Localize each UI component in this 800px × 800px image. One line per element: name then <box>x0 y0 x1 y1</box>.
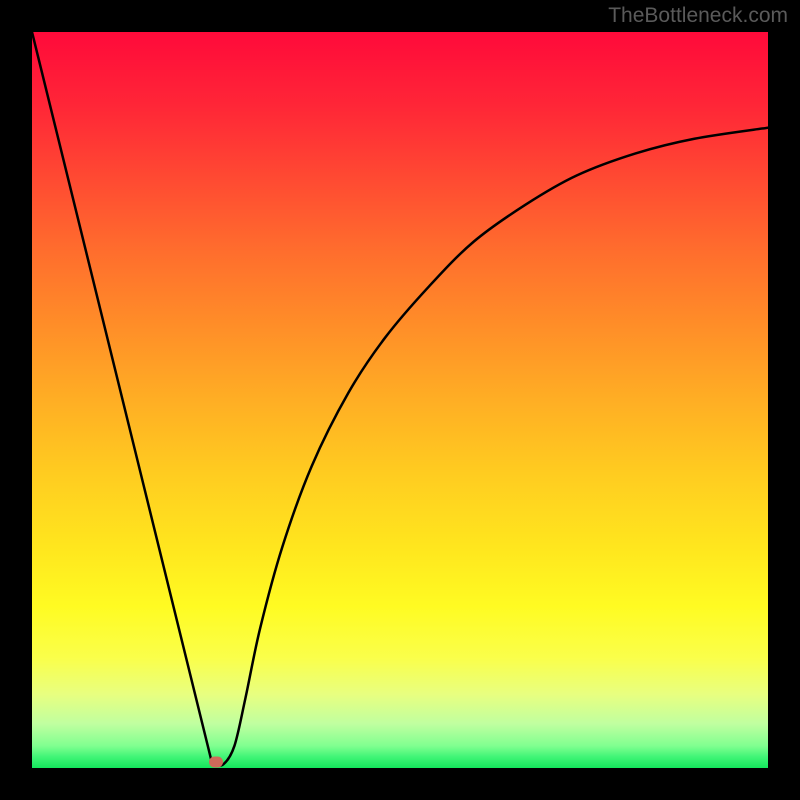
chart-container: TheBottleneck.com <box>0 0 800 800</box>
minimum-marker <box>209 757 223 768</box>
attribution-text: TheBottleneck.com <box>608 4 788 28</box>
plot-area <box>32 32 768 768</box>
curve-overlay <box>32 32 768 768</box>
